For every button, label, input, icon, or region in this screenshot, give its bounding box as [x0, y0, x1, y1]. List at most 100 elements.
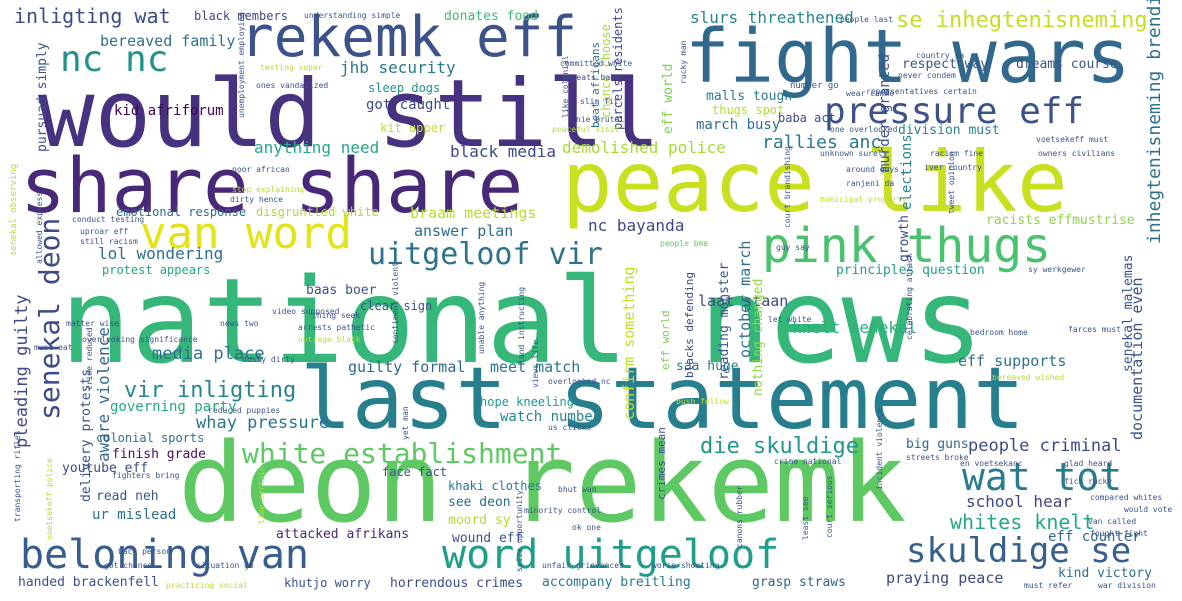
word-slurs-threathened: slurs threathened — [690, 8, 854, 27]
word-ur-mislead: ur mislead — [92, 507, 177, 523]
word-tiny-40: bush follow — [676, 397, 729, 406]
word-tiny-57: dusty dirty — [242, 355, 295, 364]
word-praying-peace: praying peace — [886, 569, 1004, 587]
word-tiny-74: uproar eff — [80, 227, 129, 236]
word-tiny-9: unknown surely — [820, 149, 888, 158]
word-pressure-eff: pressure eff — [824, 91, 1085, 132]
word-tiny-62: got chance — [104, 561, 153, 570]
word-watch-number: watch number — [500, 409, 602, 425]
word-tiny-64: fighters bring — [112, 471, 180, 480]
word-tiny-7: never condem — [898, 71, 956, 80]
word-handed-brackenfell: handed brackenfell — [18, 575, 159, 590]
word-eff-supports: eff supports — [958, 352, 1067, 370]
word-tiny-92: fought fight — [1090, 529, 1148, 538]
word-khaki-clothes: khaki clothes — [448, 479, 542, 493]
word-eff-counter: eff counter — [1048, 529, 1141, 545]
word-donates-food: donates food — [444, 9, 538, 24]
word-principles-question: principles question — [836, 263, 985, 278]
word-face-fact: face fact — [382, 465, 448, 479]
word-tiny-65: overlooking significance — [82, 335, 198, 344]
word-tiny-54: thing seek — [312, 311, 361, 320]
word-tiny-61: practicing social — [166, 581, 248, 590]
word-tiny-52: land instructing — [517, 286, 526, 364]
word-vir-inligting: vir inligting — [124, 378, 297, 403]
word-tiny-84: testing super — [260, 63, 323, 72]
word-wound-eff: wound eff — [452, 531, 523, 546]
word-grasp-straws: grasp straws — [752, 575, 846, 590]
word-khutjo-worry: khutjo worry — [284, 576, 371, 590]
word-jhb-security: jhb security — [340, 58, 456, 77]
word-tiny-34: streets broke — [906, 453, 969, 462]
word-tiny-50: yet man — [401, 406, 410, 440]
word-tiny-30: would vote — [1124, 505, 1173, 514]
word-tiny-17: tweet opinion — [947, 151, 956, 214]
word-tiny-41: overlooked nc — [548, 377, 611, 386]
word-tiny-69: must eat — [34, 343, 73, 352]
word-tiny-83: threats baba — [562, 73, 620, 82]
word-emotional-response: emotional response — [116, 205, 247, 219]
word-tiny-60: situation go — [196, 561, 254, 570]
word-governing-party: governing party — [110, 399, 237, 415]
word-saa-huge: saa huge — [676, 359, 739, 374]
word-finish-grade: finish grade — [112, 447, 206, 462]
word-tiny-2: committed white — [560, 59, 633, 68]
word-tiny-80: slim fit — [580, 97, 619, 106]
word-tiny-82: peaceful visit — [552, 125, 620, 134]
word-tiny-55: arrests pathetic — [298, 323, 376, 332]
word-kind-victory: kind victory — [1058, 566, 1152, 581]
word-rallies-anc: rallies anc — [762, 132, 882, 153]
word-eff-world-2: eff world — [659, 310, 672, 370]
word-tiny-35: incident violence — [875, 408, 884, 490]
word-fight-wars: fight wars — [685, 14, 1131, 100]
word-school-hear: school hear — [966, 492, 1072, 511]
word-tiny-4: people last — [840, 15, 893, 24]
word-black-media: black media — [450, 142, 556, 161]
word-tiny-28: fick rucky — [1064, 477, 1113, 486]
word-lol-wondering: lol wondering — [98, 244, 224, 263]
word-tiny-63: back person — [118, 547, 171, 556]
word-tiny-56: outrage black — [298, 335, 361, 344]
word-tiny-21: sy werkgewer — [1028, 265, 1086, 274]
word-tiny-90: bereaved wished — [992, 373, 1065, 382]
word-march-busy: march busy — [696, 117, 781, 133]
word-disgruntled-white: disgruntled white — [256, 205, 379, 219]
word-wat-tot: wat tot — [962, 455, 1123, 499]
word-peace-like: peace like — [562, 133, 1068, 231]
word-tiny-72: dirty hence — [230, 195, 283, 204]
word-respect-way: respect way — [902, 57, 989, 72]
word-tiny-46: unfair grievances — [542, 561, 624, 570]
word-tiny-6: representatives certain — [866, 87, 977, 96]
word-nc-bayanda: nc bayanda — [588, 216, 685, 235]
word-tiny-8: one overlooked — [830, 125, 898, 134]
word-tiny-19: people bme — [660, 239, 709, 248]
word-laat-staan: laat staan — [698, 292, 789, 310]
word-colonial-sports: colonial sports — [96, 431, 205, 445]
word-got-caught: got caught — [366, 97, 451, 113]
word-pleading-guilty: pleading guilty — [12, 294, 32, 448]
word-tiny-78: transporting rifles — [13, 430, 22, 522]
word-tiny-37: court serious — [825, 475, 834, 538]
word-people-criminal: people criminal — [968, 436, 1122, 456]
word-tiny-36: crime national — [774, 457, 842, 466]
word-tiny-89: wear cammo — [846, 89, 895, 98]
word-tiny-39: canons rubber — [735, 485, 744, 548]
word-tiny-3: number go — [790, 81, 839, 91]
word-rekemk-eff: rekemk eff — [240, 5, 578, 70]
word-word-uitgeloof: word uitgeloof — [442, 532, 780, 578]
word-media-place: media place — [152, 344, 265, 364]
word-tiny-88: rucky man — [679, 40, 688, 84]
word-tiny-13: municipal property — [820, 195, 907, 204]
word-demolished-police: demolished police — [562, 138, 726, 157]
word-thugs-spot: thugs spot — [712, 103, 785, 117]
word-tiny-81: nie brutal — [576, 115, 625, 124]
word-tiny-16: iver country — [924, 163, 982, 172]
word-tiny-27: glad heard — [1064, 459, 1113, 468]
word-tiny-26: en voetsekanc — [960, 459, 1023, 468]
word-protest-appears: protest appears — [102, 263, 211, 277]
word-tiny-25: celebrating attack — [905, 253, 914, 340]
word-tiny-67: news two — [220, 319, 259, 328]
word-deon-rekemk: deon rekemk — [178, 419, 907, 547]
word-tiny-87: like colonial — [561, 55, 570, 118]
word-national-news: national news — [60, 252, 984, 390]
